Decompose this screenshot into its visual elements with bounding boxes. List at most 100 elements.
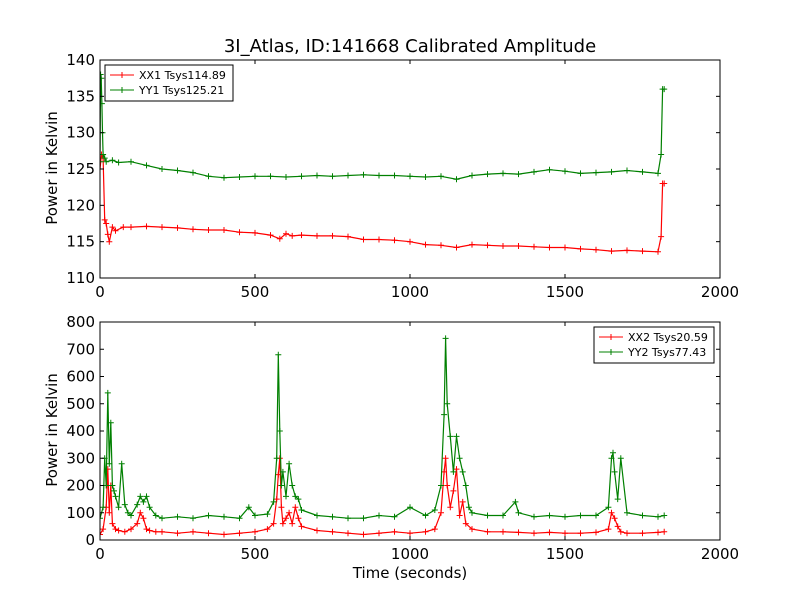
data-point [106,509,113,516]
data-point [245,504,252,511]
data-point [611,468,618,475]
series-layer [100,335,668,538]
data-point [617,455,624,462]
data-point [447,504,454,511]
data-point [639,512,646,519]
bottom-chart: Time (seconds) Power in Kelvin 0 500 1000 1… [43,313,739,582]
data-point [174,513,181,520]
data-point [608,509,615,516]
data-point [100,504,107,511]
data-point [593,512,599,519]
data-point [289,520,296,527]
data-point [360,171,367,178]
data-point [459,498,466,505]
data-point [546,244,553,251]
x-tick-label: 1500 [546,283,584,301]
data-point [298,523,305,530]
data-point [286,509,293,516]
x-tick-label: 2000 [701,545,739,563]
data-point [115,527,122,534]
data-point [500,512,506,519]
data-point [143,223,150,230]
data-point [270,520,277,527]
data-point [577,245,584,252]
data-point [617,528,624,535]
data-point [267,173,274,180]
y-tick-label: 200 [66,477,95,495]
y-tick-label: 135 [66,87,95,105]
data-point [221,531,227,538]
data-point [103,482,110,489]
data-point [655,513,661,520]
data-point [152,512,159,519]
data-point [236,515,243,522]
ticks-layer: 0 500 1000 1500 2000 110 115 120 125 130 135 140 [66,51,739,301]
data-point [106,460,113,467]
data-point [515,509,522,516]
data-point [100,531,103,538]
data-point [512,498,519,505]
data-point [100,526,107,533]
data-point [143,162,150,169]
y-tick-label: 700 [66,340,95,358]
x-axis-label: Time (seconds) [352,564,468,582]
data-point [236,229,243,236]
data-point [124,509,131,516]
legend: XX1 Tsys114.89 YY1 Tsys125.21 [104,64,234,102]
y-tick-label: 100 [66,504,95,522]
data-point [456,512,463,519]
data-point [276,235,283,242]
legend-label: XX2 Tsys20.59 [628,331,708,344]
data-point [292,493,299,500]
data-point [422,174,429,180]
data-point [562,513,568,520]
data-point [159,224,165,231]
data-point [422,512,429,519]
legend-box [593,326,715,364]
data-point [639,248,646,255]
data-point [146,504,153,511]
data-point [329,173,336,180]
data-point [345,172,351,179]
data-point [298,173,305,180]
data-point [562,244,568,251]
data-point [174,167,181,174]
data-point [608,248,615,255]
data-point [453,176,460,183]
data-point [614,523,621,530]
data-point [273,496,280,503]
data-point [275,471,282,478]
data-point [103,158,110,165]
data-point [159,166,165,172]
data-point [137,509,144,516]
data-point [143,526,150,533]
y-tick-label: 125 [66,160,95,178]
data-point [101,155,108,162]
data-point [314,232,320,239]
data-point [624,167,630,174]
legend-box [104,64,234,102]
data-point [267,232,274,239]
data-point [275,351,282,358]
data-point [118,460,125,467]
data-point [407,238,413,245]
data-point [484,512,491,519]
legend-label: YY2 Tsys77.43 [627,346,706,359]
data-point [159,515,165,522]
data-point [264,526,271,533]
data-point [441,411,448,418]
data-point [252,173,258,180]
data-point [134,520,141,527]
data-point [115,504,122,511]
data-point [593,246,599,253]
x-tick-label: 500 [241,545,270,563]
data-point [500,528,506,535]
data-point [360,236,367,243]
data-point [107,419,114,426]
x-tick-label: 1000 [391,545,429,563]
data-point [624,509,630,516]
data-point [577,170,584,177]
data-point [236,174,243,180]
data-point [295,515,302,522]
data-point [270,498,277,505]
